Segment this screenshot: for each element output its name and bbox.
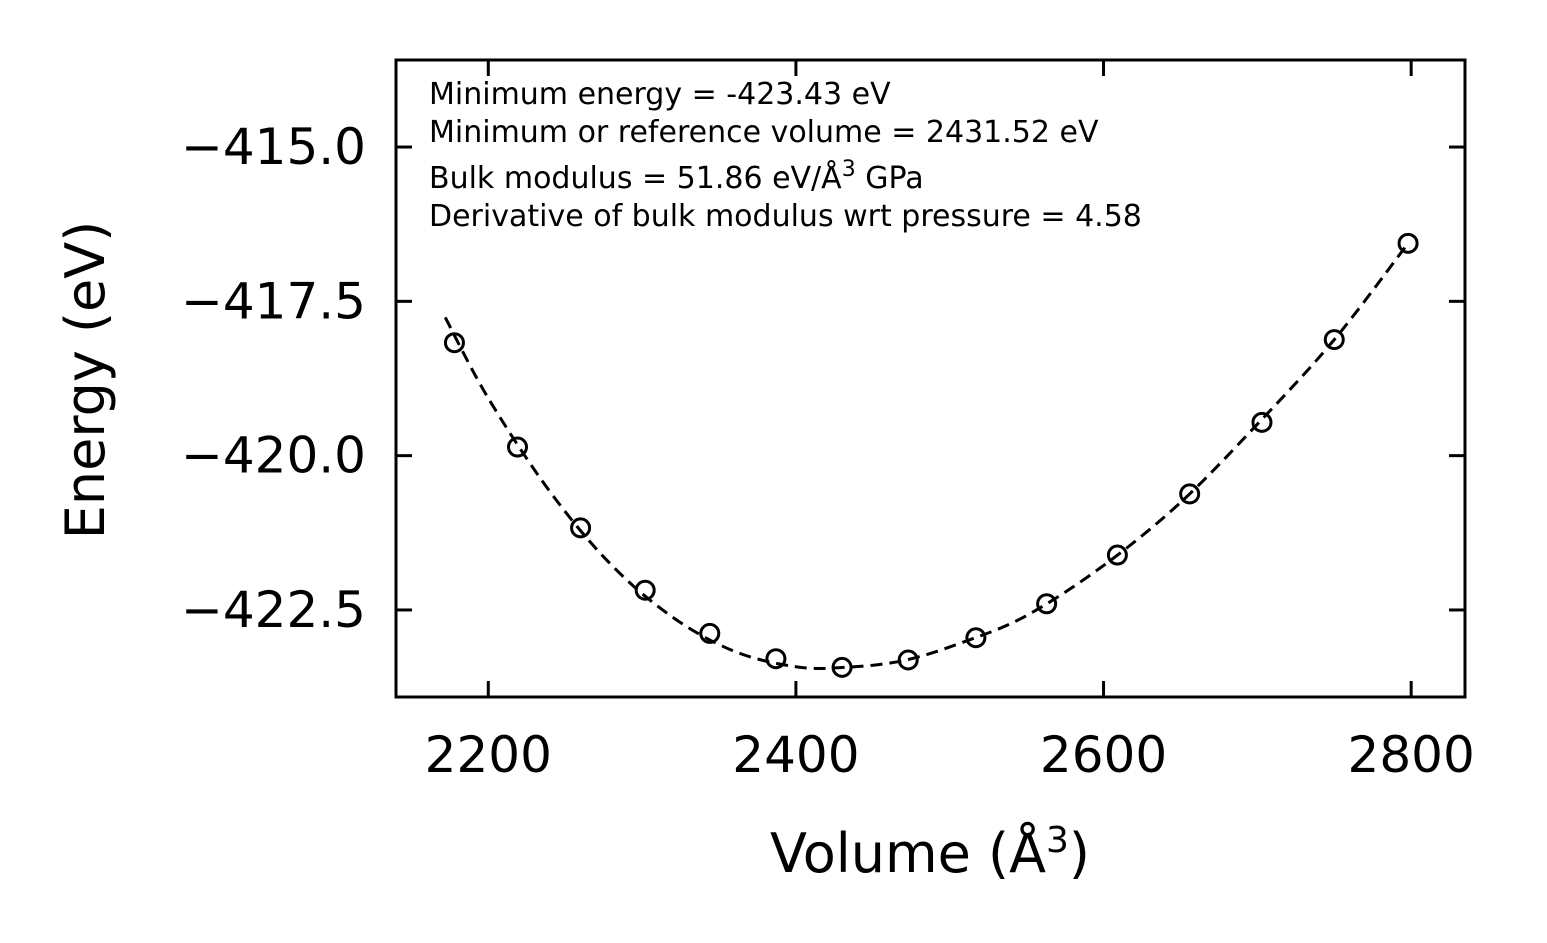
data-point (1323, 329, 1345, 351)
data-point (1036, 593, 1058, 615)
x-tick-label: 2800 (1348, 726, 1475, 784)
annotation-min-volume: Minimum or reference volume = 2431.52 eV (429, 115, 1099, 150)
annotation-bulk-modulus: Bulk modulus = 51.86 eV/Å3 GPa (429, 157, 924, 196)
y-axis-title: Energy (eV) (54, 221, 117, 540)
data-points (443, 232, 1419, 678)
x-tick-labels: 2200 2400 2600 2800 (425, 726, 1475, 784)
data-point (1397, 232, 1419, 254)
data-point (443, 332, 465, 354)
data-point (1106, 544, 1128, 566)
data-point (831, 656, 853, 678)
y-tick-label: −420.0 (181, 427, 366, 485)
data-point (965, 627, 987, 649)
annotation-bulk-modulus-text: Bulk modulus = 51.86 eV/Å (429, 160, 842, 196)
data-point (507, 436, 529, 458)
x-tick-label: 2200 (425, 726, 552, 784)
data-point (634, 579, 656, 601)
ticks (396, 60, 1465, 697)
y-tick-labels: −415.0 −417.5 −420.0 −422.5 (181, 118, 366, 639)
x-axis-title-text: Volume (Å (770, 821, 1046, 885)
annotation-bulk-modulus-tail: GPa (856, 161, 924, 196)
fit-curve-line (443, 242, 1410, 670)
x-axis-title-sup: 3 (1046, 820, 1069, 861)
y-tick-label: −415.0 (181, 118, 366, 176)
y-tick-label: −417.5 (181, 272, 366, 330)
y-tick-label: −422.5 (181, 581, 366, 639)
x-axis-title-end: ) (1069, 822, 1090, 885)
data-point (765, 648, 787, 670)
annotation-bulk-modulus-sup: 3 (842, 157, 856, 182)
x-axis-title: Volume (Å3) (770, 820, 1090, 885)
data-point (570, 517, 592, 539)
annotation-min-energy: Minimum energy = -423.43 eV (429, 77, 891, 112)
fit-annotations: Minimum energy = -423.43 eV Minimum or r… (429, 77, 1142, 234)
data-point (1179, 483, 1201, 505)
annotation-bulk-modulus-derivative: Derivative of bulk modulus wrt pressure … (429, 199, 1142, 234)
x-tick-label: 2400 (732, 726, 859, 784)
data-point (699, 622, 721, 644)
data-point (1251, 411, 1273, 433)
data-point (897, 649, 919, 671)
x-tick-label: 2600 (1040, 726, 1167, 784)
axes-frame (394, 58, 1467, 699)
fit-curve-group (443, 242, 1410, 670)
